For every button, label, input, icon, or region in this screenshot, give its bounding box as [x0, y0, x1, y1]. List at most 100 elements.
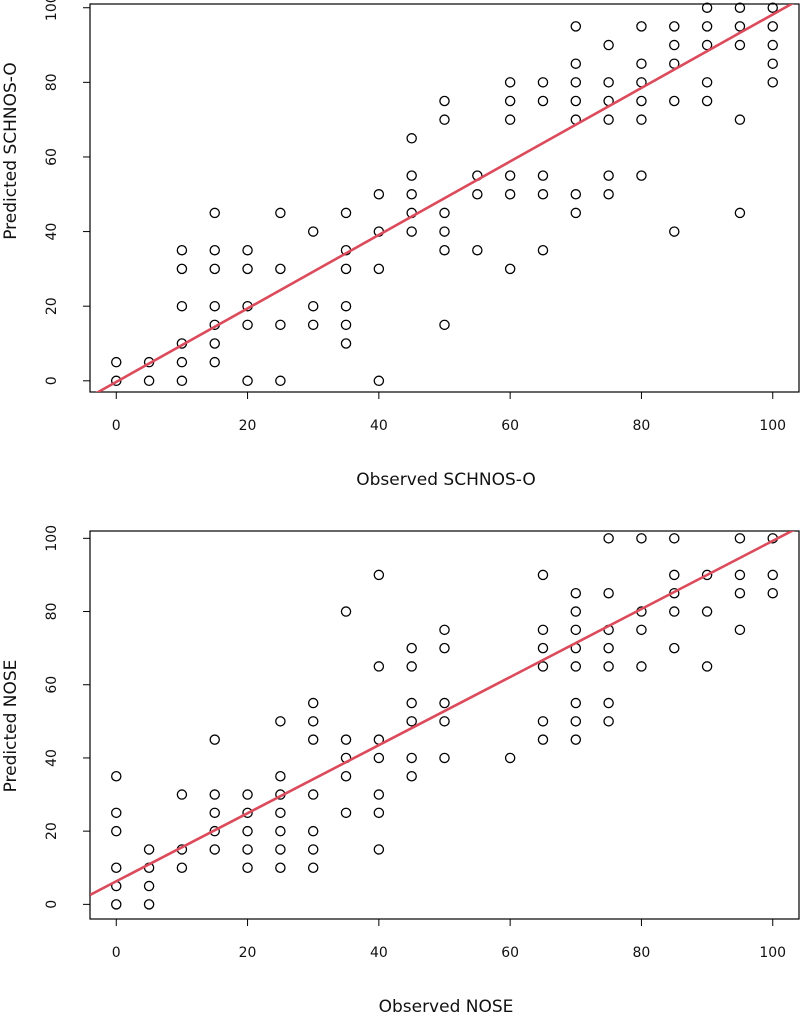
x-axis-label: Observed NOSE: [379, 997, 514, 1014]
data-point: [570, 21, 582, 32]
data-point: [439, 697, 450, 709]
data-point: [275, 263, 286, 275]
data-point: [669, 642, 680, 654]
data-point: [537, 95, 549, 107]
data-point: [242, 789, 253, 800]
data-point: [537, 189, 549, 200]
data-point: [636, 114, 647, 125]
data-point: [209, 207, 220, 219]
data-point: [734, 2, 746, 13]
y-tick-label: 0: [44, 900, 60, 909]
data-point: [406, 716, 417, 727]
data-point: [603, 716, 614, 727]
x-tick-label: 80: [633, 945, 651, 961]
data-point: [242, 844, 253, 855]
data-point: [439, 95, 450, 107]
x-tick-label: 20: [239, 418, 257, 434]
data-point: [176, 300, 188, 312]
data-point: [636, 95, 647, 107]
data-point: [111, 899, 122, 910]
data-point: [307, 734, 319, 745]
data-point: [669, 606, 680, 617]
data-point: [537, 624, 549, 636]
data-point: [537, 569, 549, 581]
data-point: [209, 825, 220, 837]
data-point: [504, 752, 516, 764]
points: [111, 2, 778, 387]
data-point: [406, 642, 417, 654]
data-point: [275, 207, 286, 219]
data-point: [111, 825, 122, 837]
data-point: [603, 587, 614, 599]
y-tick-label: 40: [44, 223, 60, 241]
data-point: [734, 587, 746, 599]
x-axis-label: Observed SCHNOS-O: [356, 470, 536, 490]
data-point: [439, 624, 450, 636]
data-point: [406, 770, 417, 782]
data-point: [504, 170, 516, 181]
data-point: [307, 844, 319, 855]
data-point: [669, 95, 680, 107]
data-point: [143, 899, 155, 910]
data-point: [143, 844, 155, 855]
data-point: [767, 21, 778, 32]
data-point: [701, 661, 713, 672]
data-point: [340, 263, 352, 275]
data-point: [472, 189, 483, 200]
data-point: [373, 375, 385, 387]
data-point: [636, 533, 647, 544]
data-point: [373, 789, 385, 800]
y-tick-label: 60: [44, 676, 60, 694]
data-point: [406, 697, 417, 709]
data-point: [209, 356, 220, 368]
y-tick-label: 100: [44, 0, 60, 21]
x-tick-label: 80: [633, 418, 651, 434]
data-point: [603, 661, 614, 672]
data-point: [242, 319, 253, 331]
data-point: [504, 95, 516, 107]
x-tick-label: 60: [501, 945, 519, 961]
scatter-panel-schnos-o: 0 20 40 60 80 100 0 20 40 60 80 100 Observed SCHNO…: [1, 0, 800, 490]
x-tick-label: 60: [501, 418, 519, 434]
data-point: [340, 734, 352, 745]
data-point: [734, 624, 746, 636]
data-point: [242, 862, 253, 874]
data-point: [307, 226, 319, 237]
data-point: [176, 789, 188, 800]
data-point: [603, 39, 614, 51]
data-point: [406, 189, 417, 200]
data-point: [636, 58, 647, 69]
data-point: [603, 189, 614, 200]
data-point: [439, 752, 450, 764]
data-point: [275, 770, 286, 782]
data-point: [340, 319, 352, 331]
data-point: [537, 716, 549, 727]
x-tick-label: 40: [370, 418, 388, 434]
data-point: [570, 661, 582, 672]
data-point: [570, 77, 582, 88]
data-point: [669, 226, 680, 237]
data-point: [307, 862, 319, 874]
data-point: [701, 77, 713, 88]
data-point: [603, 642, 614, 654]
data-point: [734, 21, 746, 32]
data-point: [373, 569, 385, 581]
data-point: [570, 734, 582, 745]
data-point: [504, 114, 516, 125]
data-point: [537, 734, 549, 745]
data-point: [275, 807, 286, 819]
data-point: [734, 39, 746, 51]
y-axis: 0 20 40 60 80 100: [44, 0, 90, 385]
data-point: [209, 789, 220, 800]
data-point: [176, 356, 188, 368]
data-point: [111, 862, 122, 874]
data-point: [701, 569, 713, 581]
data-point: [603, 533, 614, 544]
data-point: [570, 697, 582, 709]
data-point: [537, 77, 549, 88]
data-point: [275, 862, 286, 874]
data-point: [111, 356, 122, 368]
data-point: [636, 661, 647, 672]
